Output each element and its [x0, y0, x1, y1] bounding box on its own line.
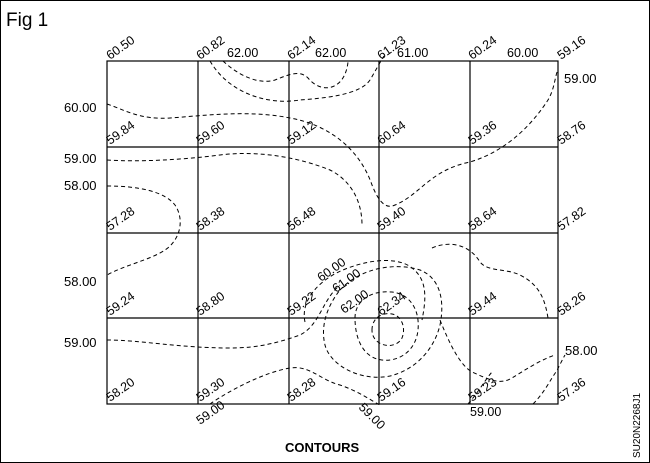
contour-59-right [439, 319, 556, 382]
point-value-r2c0: 57.28 [104, 204, 138, 233]
contour-label-59-bottom-c: 59.00 [470, 405, 501, 419]
point-value-r0c2: 62.14 [285, 33, 319, 62]
point-value-r1c2: 59.12 [285, 118, 319, 147]
point-value-r3c1: 58.80 [194, 289, 228, 318]
point-value-r2c5: 57.82 [555, 204, 589, 233]
survey-grid [106, 60, 559, 405]
point-value-r0c4: 60.24 [466, 33, 500, 62]
contour-label-58-right: 58.00 [565, 343, 598, 358]
point-value-r3c0: 59.24 [104, 289, 138, 318]
contour-59-upper [106, 153, 363, 226]
contour-label-60-top: 60.00 [507, 46, 538, 60]
figure-code: SU20N2268J1 [632, 393, 643, 458]
contour-label-62-top-right: 62.00 [315, 46, 346, 60]
contour-label-60-left: 60.00 [64, 100, 97, 115]
point-value-r4c2: 58.28 [285, 375, 319, 404]
point-value-r2c2: 56.48 [285, 204, 319, 233]
point-value-r2c1: 58.38 [194, 204, 228, 233]
point-value-r0c5: 59.16 [555, 33, 589, 62]
grid-point-values: 60.50 60.82 62.14 61.23 60.24 59.16 59.8… [104, 33, 589, 404]
point-value-r3c4: 59.44 [466, 289, 500, 318]
point-value-r4c3: 59.16 [375, 375, 409, 404]
point-value-r1c3: 60.64 [375, 118, 409, 147]
contour-62-center [354, 291, 419, 361]
contour-labels: 62.00 62.00 61.00 60.00 59.00 60.00 59.0… [64, 46, 598, 432]
point-value-r1c0: 59.84 [104, 118, 138, 147]
contour-label-58-left-b: 58.00 [64, 274, 97, 289]
contour-62-inner [371, 313, 405, 346]
point-value-r4c1: 59.30 [194, 375, 228, 404]
contour-label-59-bottom-b: 59.00 [356, 400, 388, 432]
point-value-r2c4: 58.64 [466, 204, 500, 233]
point-value-r3c2: 59.22 [285, 289, 319, 318]
contour-label-59-right-top: 59.00 [564, 71, 597, 86]
contour-label-59-bottom-a: 59.00 [194, 398, 228, 427]
contour-59-bottom-right [467, 371, 493, 405]
contour-61-top [209, 55, 385, 102]
point-value-r1c5: 58.76 [555, 118, 589, 147]
point-value-r4c0: 58.20 [104, 375, 138, 404]
contour-59-bottom [209, 367, 381, 406]
contour-59-lower-left [106, 284, 341, 349]
contour-label-58-left-a: 58.00 [64, 178, 97, 193]
contour-label-62-top-left: 62.00 [227, 46, 258, 60]
contour-60-upper [106, 69, 559, 207]
contour-label-59-left-a: 59.00 [64, 151, 97, 166]
point-value-r0c1: 60.82 [194, 33, 228, 62]
contour-62-top [222, 60, 349, 89]
contour-61-center [323, 266, 443, 378]
point-value-r4c4: 59.23 [466, 375, 500, 404]
point-value-r4c5: 57.36 [555, 375, 589, 404]
figure-caption: CONTOURS [285, 440, 359, 455]
contour-lines [106, 55, 566, 406]
contour-label-59-left-b: 59.00 [64, 335, 97, 350]
figure-label: Fig 1 [6, 10, 49, 31]
point-value-r3c5: 58.26 [555, 289, 589, 318]
point-value-r2c3: 59.40 [375, 204, 409, 233]
point-value-r1c1: 59.60 [194, 118, 228, 147]
point-value-r0c0: 60.50 [104, 33, 138, 62]
point-value-r1c4: 59.36 [466, 118, 500, 147]
contour-58-left [106, 185, 181, 276]
contour-label-61-top: 61.00 [397, 46, 428, 60]
contour-60-center [303, 260, 426, 323]
